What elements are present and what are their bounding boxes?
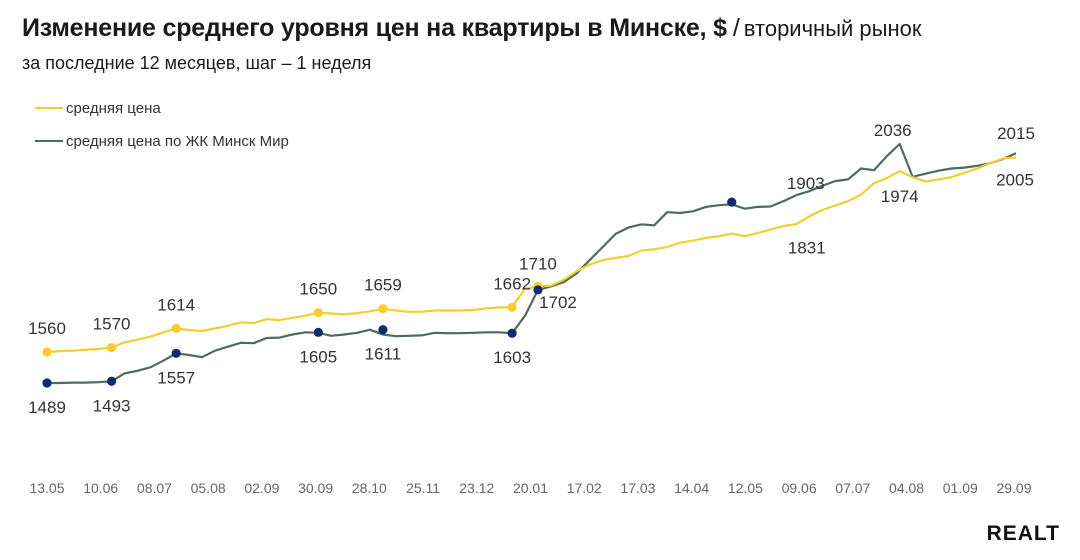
data-label-avg-2005: 2005 xyxy=(996,171,1034,190)
marker-mir-1603 xyxy=(507,328,517,338)
series-markers xyxy=(42,197,737,388)
marker-avg-1662 xyxy=(507,302,517,313)
x-axis-ticks: 13.05 10.06 08.07 05.08 02.09 30.09 28.10 25.11… xyxy=(29,480,1031,496)
x-tick-02.09: 02.09 xyxy=(244,480,279,496)
chart-title: Изменение среднего уровня цен на квартир… xyxy=(22,14,921,43)
chart-subtitle: за последние 12 месяцев, шаг – 1 неделя xyxy=(22,53,372,73)
chart-title-tail: вторичный рынок xyxy=(743,16,922,41)
marker-avg-1650 xyxy=(313,308,323,318)
x-tick-04.08: 04.08 xyxy=(889,480,924,496)
x-tick-01.09: 01.09 xyxy=(943,480,978,496)
x-tick-25.11: 25.11 xyxy=(406,480,440,496)
data-label-mir-1493: 1493 xyxy=(93,396,131,415)
data-label-mir-1557: 1557 xyxy=(157,368,195,387)
data-label-mir-1603: 1603 xyxy=(493,348,531,367)
data-label-avg-1974: 1974 xyxy=(881,187,919,206)
data-label-avg-1614: 1614 xyxy=(157,295,195,314)
x-tick-05.08: 05.08 xyxy=(191,480,226,496)
marker-avg-1659 xyxy=(378,304,388,314)
data-label-mir-1611: 1611 xyxy=(365,345,402,364)
x-tick-10.06: 10.06 xyxy=(83,480,118,496)
data-label-avg-1560: 1560 xyxy=(28,319,66,338)
marker-avg-1614 xyxy=(171,323,181,333)
x-tick-08.07: 08.07 xyxy=(137,480,172,496)
marker-avg-1570 xyxy=(107,343,117,353)
data-label-mir-1702: 1702 xyxy=(539,293,577,312)
marker-mir-1557 xyxy=(171,348,181,358)
x-tick-30.09: 30.09 xyxy=(298,480,333,496)
legend-label-mir: средняя цена по ЖК Минск Мир xyxy=(66,133,289,150)
data-label-mir-2015: 2015 xyxy=(997,124,1035,143)
data-label-avg-1570: 1570 xyxy=(93,315,131,334)
marker-mir-1493 xyxy=(107,376,117,386)
chart-title-separator: / xyxy=(732,14,740,42)
data-label-avg-1659: 1659 xyxy=(364,276,402,295)
data-label-avg-1650: 1650 xyxy=(299,280,337,299)
legend-label-avg: средняя цена xyxy=(66,100,161,117)
marker-mir-1605 xyxy=(313,327,323,337)
x-tick-12.05: 12.05 xyxy=(728,480,763,496)
data-label-avg-1831: 1831 xyxy=(788,239,826,258)
x-tick-09.06: 09.06 xyxy=(782,480,817,496)
x-tick-14.04: 14.04 xyxy=(674,480,709,496)
data-label-mir-1605: 1605 xyxy=(299,347,337,366)
marker-mir-1903 xyxy=(727,197,737,207)
data-label-avg-1662: 1662 xyxy=(493,274,531,293)
x-tick-20.01: 20.01 xyxy=(513,480,548,496)
x-tick-13.05: 13.05 xyxy=(29,480,64,496)
marker-mir-1702 xyxy=(533,285,543,295)
x-tick-17.03: 17.03 xyxy=(620,480,655,496)
marker-avg-1560 xyxy=(42,347,52,357)
chart-title-main: Изменение среднего уровня цен на квартир… xyxy=(22,14,727,42)
data-label-avg-1710: 1710 xyxy=(519,254,557,273)
series-line-avg xyxy=(46,156,1017,354)
series-lines xyxy=(46,142,1017,385)
x-tick-17.02: 17.02 xyxy=(567,480,602,496)
x-tick-28.10: 28.10 xyxy=(352,480,387,496)
data-label-mir-1903: 1903 xyxy=(787,174,825,193)
realt-logo: REALT xyxy=(986,522,1060,545)
x-tick-29.09: 29.09 xyxy=(996,480,1031,496)
marker-mir-1611 xyxy=(378,325,388,335)
marker-mir-1489 xyxy=(42,378,52,388)
series-line-mir xyxy=(47,142,1017,385)
x-tick-07.07: 07.07 xyxy=(835,480,870,496)
x-tick-23.12: 23.12 xyxy=(459,480,494,496)
chart-legend: средняя цена средняя цена по ЖК Минск Мир xyxy=(35,100,289,150)
data-label-mir-2036: 2036 xyxy=(874,121,912,140)
data-label-mir-1489: 1489 xyxy=(28,398,66,417)
